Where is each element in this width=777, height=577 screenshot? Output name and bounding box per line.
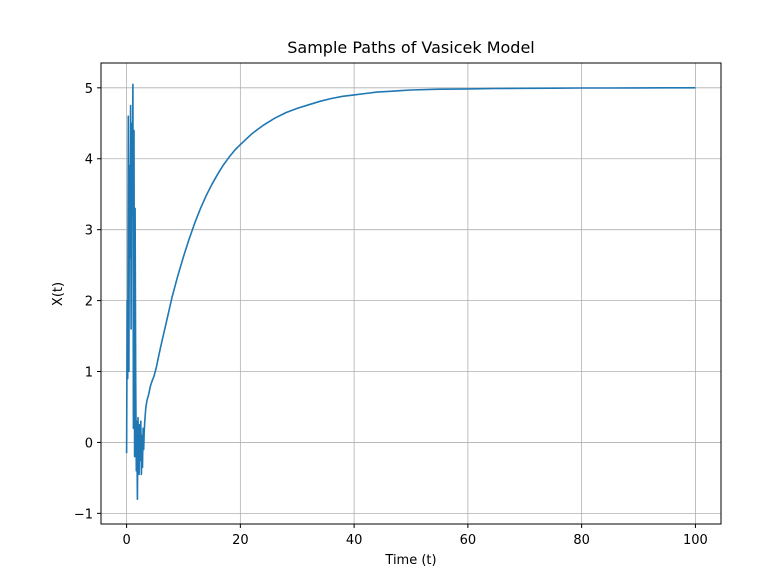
y-tick-label: −1 (74, 507, 93, 522)
x-tick-label: 60 (460, 533, 477, 548)
y-tick-label: 1 (85, 366, 93, 381)
x-tick-label: 0 (122, 533, 130, 548)
x-tick-label: 80 (573, 533, 590, 548)
x-tick-label: 40 (346, 533, 363, 548)
axes-frame (100, 62, 722, 525)
y-axis-label: X(t) (51, 282, 66, 306)
chart-title: Sample Paths of Vasicek Model (287, 38, 534, 57)
x-tick-label: 100 (683, 533, 708, 548)
y-tick-label: 4 (85, 153, 93, 168)
plot-lines (125, 83, 696, 501)
x-tick-label: 20 (232, 533, 249, 548)
ticks: 0 20 40 60 80 100 −1 0 1 2 3 4 5 (74, 82, 708, 548)
y-tick-label: 2 (85, 295, 93, 310)
y-tick-label: 5 (85, 82, 93, 97)
y-tick-label: 3 (85, 224, 93, 239)
series-line (125, 83, 696, 501)
x-axis-label: Time (t) (384, 553, 436, 568)
y-tick-label: 0 (85, 436, 93, 451)
